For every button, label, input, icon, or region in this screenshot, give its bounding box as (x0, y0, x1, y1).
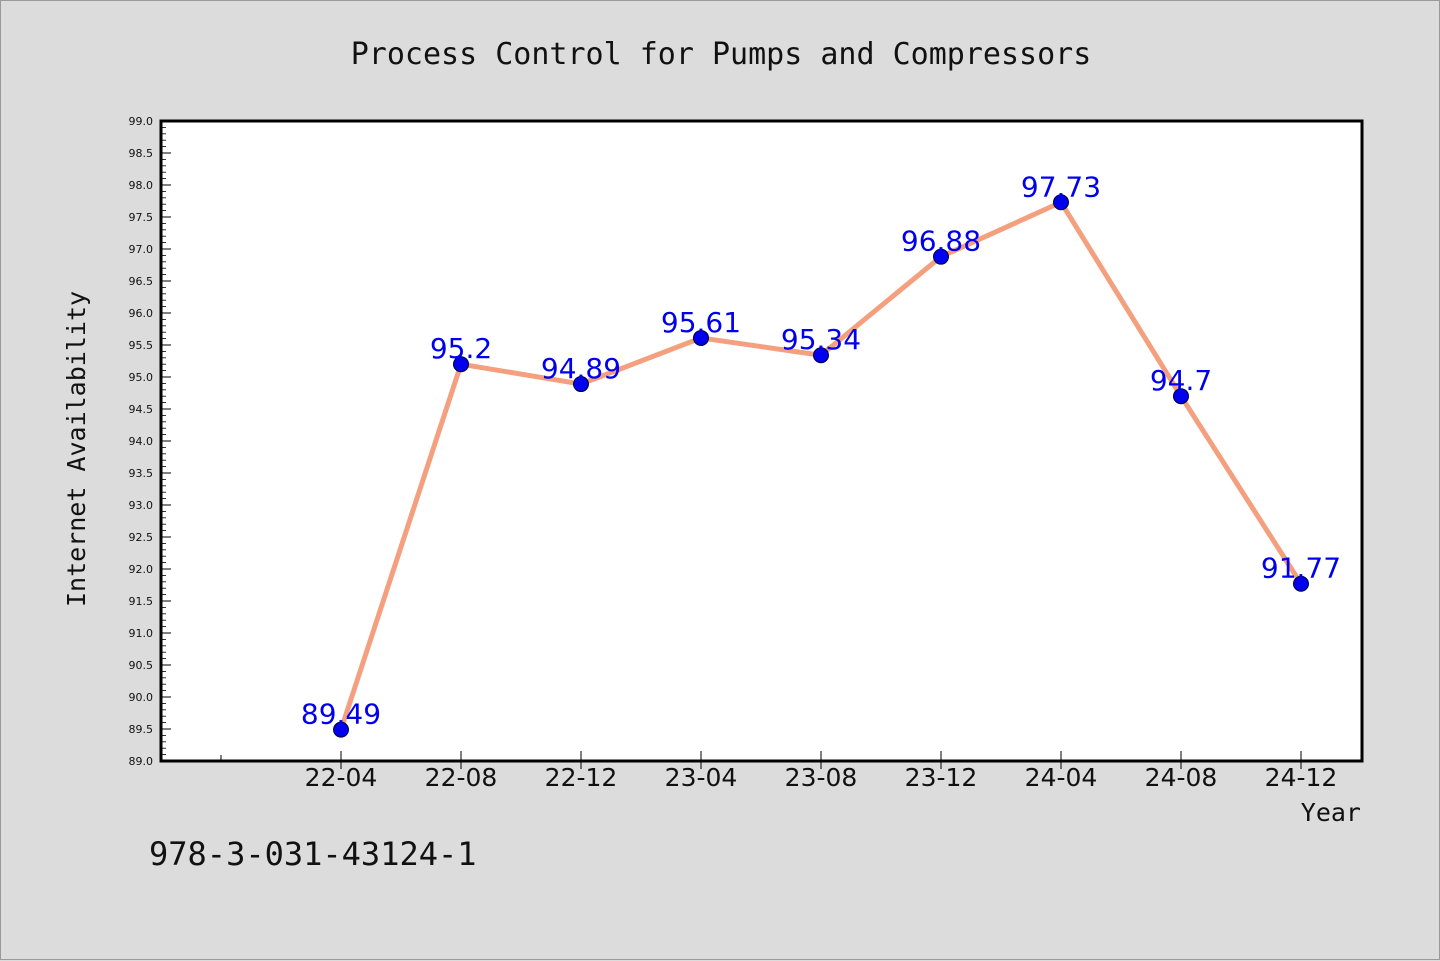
y-tick-label: 97.0 (129, 243, 154, 256)
y-tick-label: 98.5 (129, 147, 154, 160)
x-tick-label: 22-04 (305, 763, 378, 792)
data-label: 95.61 (661, 306, 741, 339)
data-point (453, 356, 469, 373)
x-axis: 22-04 22-08 22-12 23-04 23-08 23-12 24-04 24-08… (220, 751, 1338, 792)
footer-isbn: 978-3-031-43124-1 (149, 835, 477, 873)
x-axis-label: Year (1301, 798, 1361, 827)
y-axis: 89.0 89.5 90.0 90.5 91.0 91.5 92.0 92.5 93.0 93.5… (129, 115, 171, 768)
x-tick-label: 24-12 (1265, 763, 1338, 792)
data-point (573, 376, 589, 393)
x-tick-label: 24-08 (1145, 763, 1218, 792)
series-group: 89.49 95.2 94.89 95.61 95.34 96.88 97.73 94.7 91… (301, 170, 1341, 738)
data-point (1053, 194, 1069, 211)
data-point (693, 329, 709, 346)
y-tick-label: 96.0 (129, 307, 154, 320)
x-tick-label: 23-04 (665, 763, 738, 792)
data-point (813, 347, 829, 364)
chart-title: Process Control for Pumps and Compressor… (351, 37, 1092, 72)
plot-area (159, 119, 1364, 763)
y-tick-label: 98.0 (129, 179, 154, 192)
y-tick-label: 91.5 (129, 595, 154, 608)
y-tick-label: 89.5 (129, 723, 154, 736)
data-label: 95.34 (781, 323, 861, 356)
y-tick-label: 97.5 (129, 211, 154, 224)
data-label: 96.88 (901, 225, 981, 258)
y-axis-label: Internet Availability (62, 291, 91, 607)
data-label: 95.2 (430, 332, 492, 365)
data-point (1173, 388, 1189, 405)
data-label: 89.49 (301, 698, 381, 731)
y-tick-label: 90.5 (129, 659, 154, 672)
data-label: 94.7 (1150, 364, 1212, 397)
y-tick-label: 89.0 (129, 755, 154, 768)
data-point (1293, 575, 1309, 592)
x-tick-label: 22-12 (545, 763, 618, 792)
y-tick-label: 94.0 (129, 435, 154, 448)
x-tick-label: 22-08 (425, 763, 498, 792)
y-tick-label: 95.0 (129, 371, 154, 384)
x-tick-label: 24-04 (1025, 763, 1098, 792)
y-tick-label: 92.5 (129, 531, 154, 544)
x-tick-label: 23-12 (905, 763, 978, 792)
y-tick-label: 94.5 (129, 403, 154, 416)
data-point (333, 721, 349, 738)
y-tick-label: 93.5 (129, 467, 154, 480)
y-tick-label: 95.5 (129, 339, 154, 352)
y-tick-label: 91.0 (129, 627, 154, 640)
y-tick-label: 90.0 (129, 691, 154, 704)
data-label: 94.89 (541, 352, 621, 385)
y-tick-label: 93.0 (129, 499, 154, 512)
y-tick-label: 99.0 (129, 115, 154, 128)
y-tick-label: 96.5 (129, 275, 154, 288)
data-point (933, 248, 949, 265)
data-label: 97.73 (1021, 170, 1101, 203)
data-label: 91.77 (1261, 552, 1341, 585)
x-tick-label: 23-08 (785, 763, 858, 792)
y-tick-label: 92.0 (129, 563, 154, 576)
